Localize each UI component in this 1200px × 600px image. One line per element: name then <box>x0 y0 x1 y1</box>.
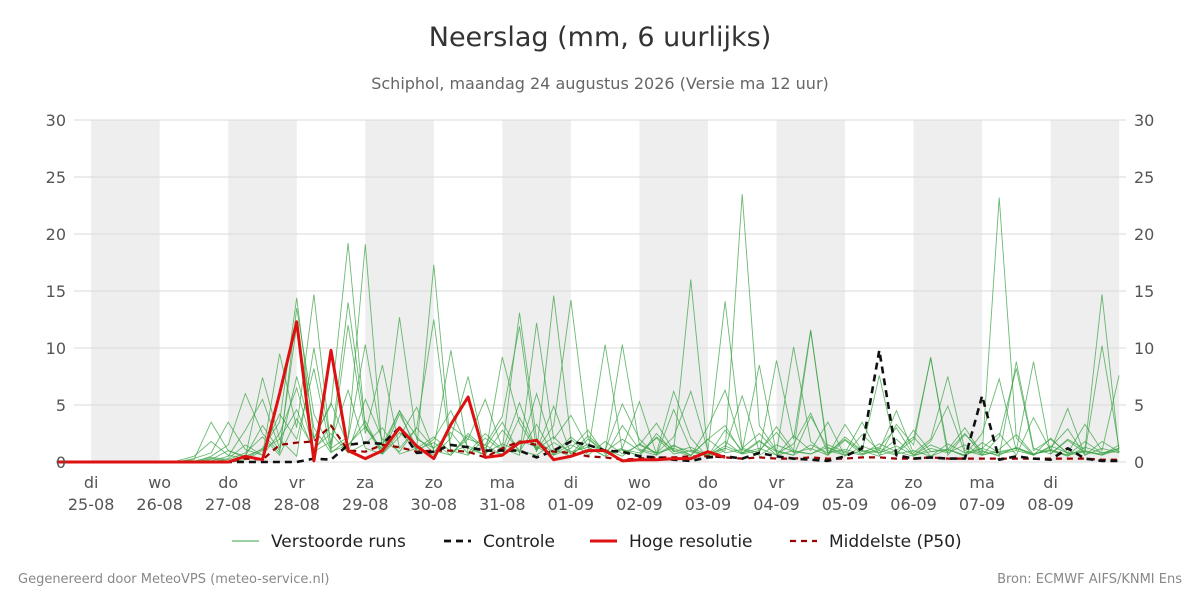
x-tick-date: 25-08 <box>68 495 115 514</box>
x-tick-date: 26-08 <box>136 495 183 514</box>
y-axis: 0 0 5 5 10 10 15 15 20 20 25 25 30 30 <box>46 111 1155 472</box>
ensemble-member-line <box>56 386 1120 463</box>
ensemble-member-line <box>56 376 1120 463</box>
y-tick-label-right: 20 <box>1134 225 1154 244</box>
x-tick-date: 03-09 <box>685 495 732 514</box>
x-tick-date: 05-09 <box>822 495 869 514</box>
legend: Verstoorde runs Controle Hoge resolutie Mid… <box>232 532 962 552</box>
ensemble-member-line <box>56 300 1120 463</box>
y-tick-label-left: 0 <box>56 453 66 472</box>
legend-label: Verstoorde runs <box>271 532 406 552</box>
x-tick-day: do <box>698 473 718 492</box>
x-tick-date: 28-08 <box>273 495 320 514</box>
y-tick-label-left: 25 <box>46 168 66 187</box>
x-tick-date: 31-08 <box>479 495 526 514</box>
legend-label: Middelste (P50) <box>829 532 962 552</box>
x-tick-date: 06-09 <box>890 495 937 514</box>
footer-source: Bron: ECMWF AIFS/KNMI Ens <box>997 572 1182 587</box>
x-tick-day: zo <box>904 473 922 492</box>
x-tick-day: ma <box>490 473 515 492</box>
x-tick-day: vr <box>289 473 305 492</box>
x-tick-date: 02-09 <box>616 495 663 514</box>
series-line-hoge-resolutie <box>56 320 726 464</box>
y-tick-label-left: 10 <box>46 339 66 358</box>
x-tick-date: 27-08 <box>205 495 252 514</box>
x-tick-date: 01-09 <box>548 495 595 514</box>
y-tick-label-right: 10 <box>1134 339 1154 358</box>
x-tick-day: ma <box>969 473 994 492</box>
x-tick-day: wo <box>148 473 171 492</box>
x-tick-day: za <box>356 473 374 492</box>
ensemble-member-line <box>56 325 1120 463</box>
footer-generator: Gegenereerd door MeteoVPS (meteo-service… <box>18 572 330 587</box>
y-tick-label-right: 5 <box>1134 396 1144 415</box>
chart-subtitle: Schiphol, maandag 24 augustus 2026 (Vers… <box>371 74 829 93</box>
x-tick-date: 30-08 <box>411 495 458 514</box>
y-tick-label-right: 0 <box>1134 453 1144 472</box>
x-tick-day: zo <box>425 473 443 492</box>
legend-label: Controle <box>483 532 555 552</box>
ensemble-member-line <box>56 417 1120 463</box>
x-tick-date: 04-09 <box>753 495 800 514</box>
x-tick-day: wo <box>628 473 651 492</box>
y-tick-label-right: 25 <box>1134 168 1154 187</box>
x-tick-date: 08-09 <box>1027 495 1074 514</box>
chart-title: Neerslag (mm, 6 uurlijks) <box>428 22 772 53</box>
x-tick-day: vr <box>768 473 784 492</box>
y-tick-label-left: 30 <box>46 111 66 130</box>
y-tick-label-left: 20 <box>46 225 66 244</box>
y-tick-label-right: 30 <box>1134 111 1154 130</box>
main-series-lines <box>56 320 1120 464</box>
x-tick-day: di <box>1043 473 1058 492</box>
y-tick-label-left: 5 <box>56 396 66 415</box>
y-tick-label-right: 15 <box>1134 282 1154 301</box>
x-tick-day: do <box>218 473 238 492</box>
x-axis: di 25-08 wo 26-08 do 27-08 vr 28-08 za 29-08 zo 30-… <box>68 473 1074 514</box>
series-line-controle <box>56 348 1120 464</box>
x-tick-date: 29-08 <box>342 495 389 514</box>
x-tick-day: di <box>84 473 99 492</box>
x-tick-day: di <box>564 473 579 492</box>
legend-label: Hoge resolutie <box>629 532 753 552</box>
y-tick-label-left: 15 <box>46 282 66 301</box>
x-tick-day: za <box>836 473 854 492</box>
x-tick-date: 07-09 <box>959 495 1006 514</box>
